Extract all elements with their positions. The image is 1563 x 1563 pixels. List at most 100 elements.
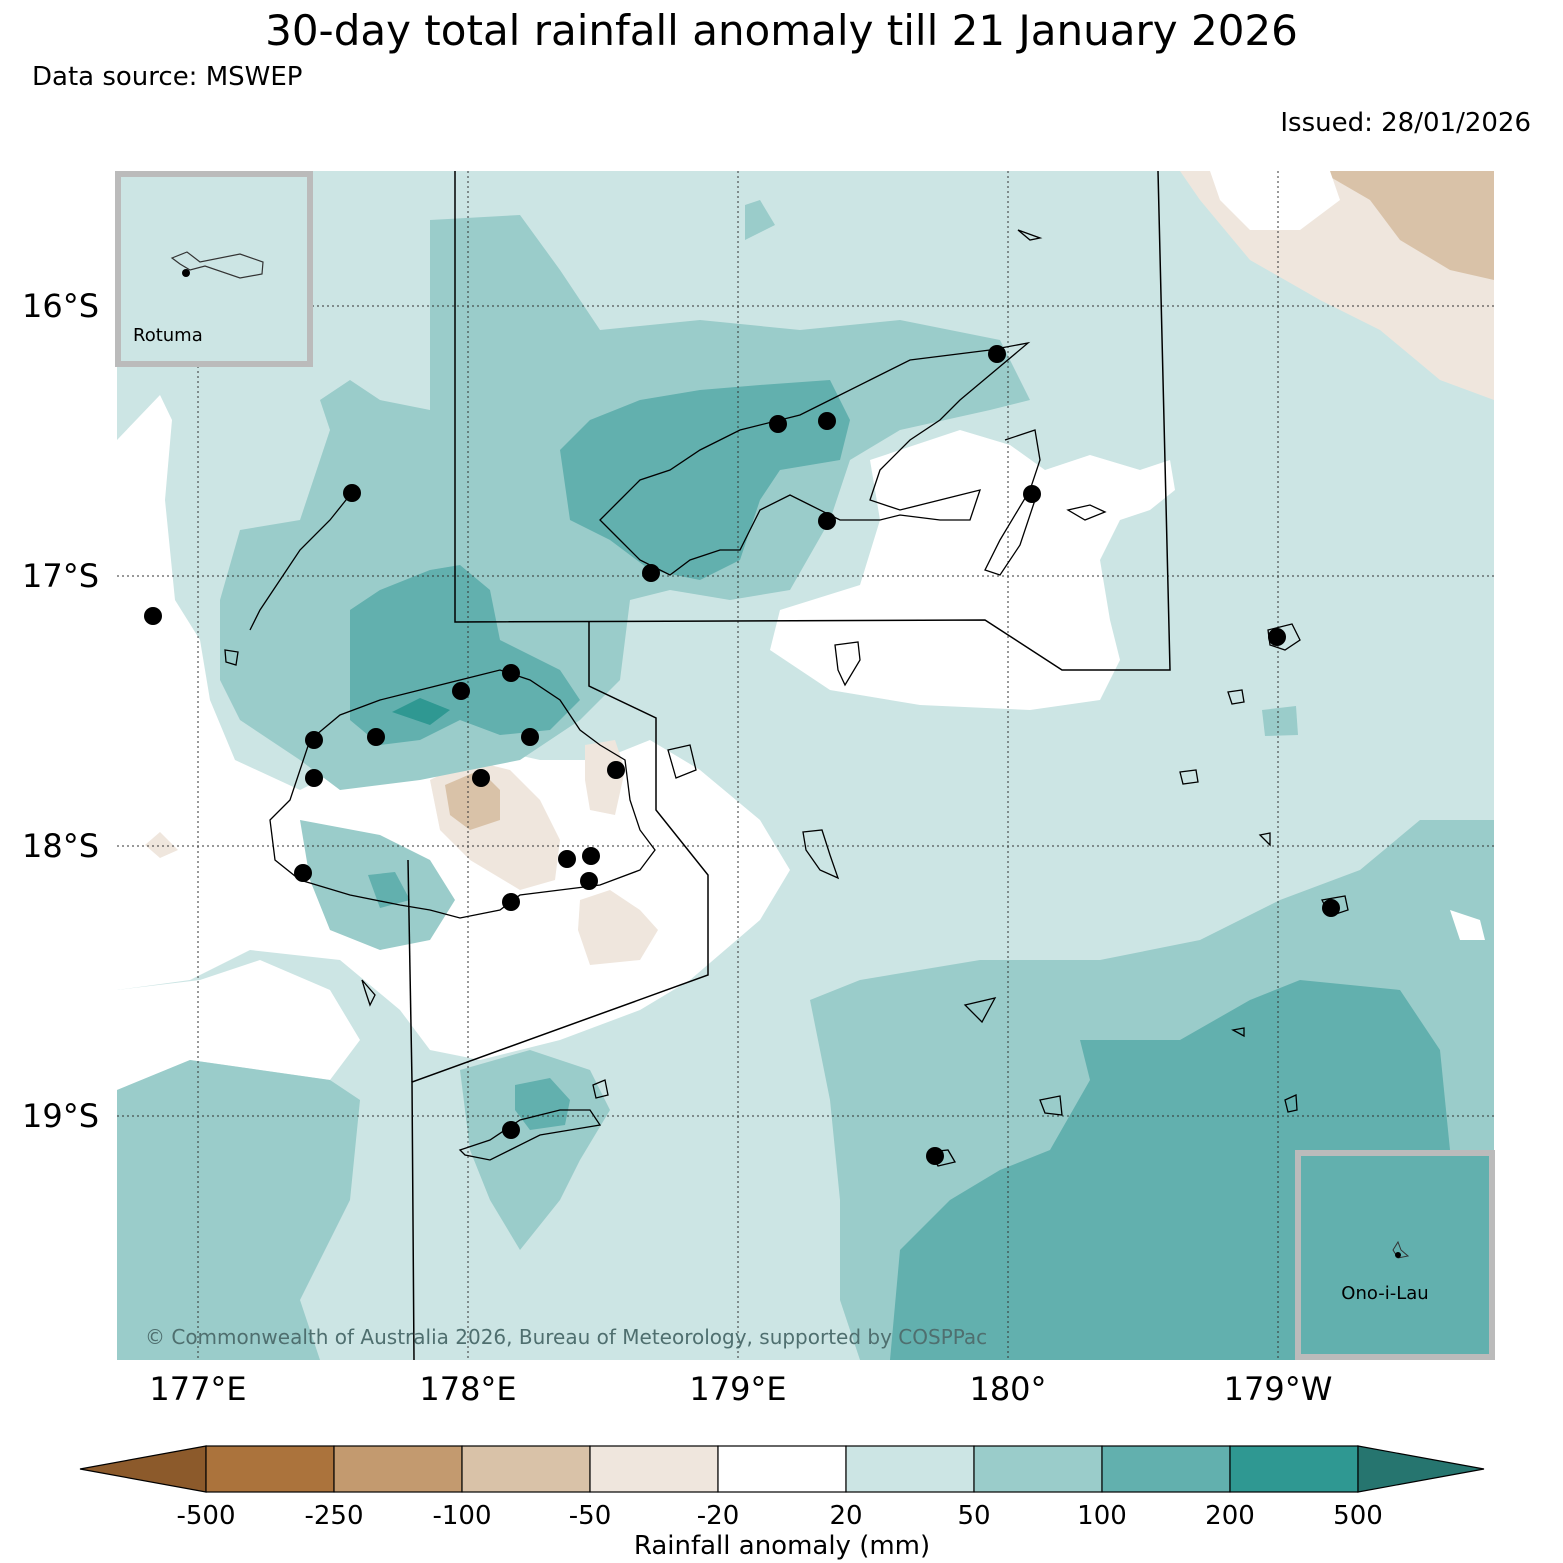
colorbar-tick: 20	[829, 1501, 862, 1531]
colorbar-tick: 50	[957, 1501, 990, 1531]
station-dot	[502, 1121, 520, 1139]
cikobia-coast	[1017, 229, 1043, 241]
colorbar-tick: 500	[1333, 1501, 1383, 1531]
colorbar-tick: -100	[432, 1501, 491, 1531]
rainfall-map: © Commonwealth of Australia 2026, Bureau…	[117, 171, 1494, 1360]
issued-date: Issued: 28/01/2026	[1280, 108, 1531, 138]
colorbar: -500 -250 -100 -50 -20 20 50 100 200 500…	[79, 1445, 1485, 1561]
anomaly-wet-lau	[1262, 706, 1298, 736]
colorbar-tick: -50	[569, 1501, 611, 1531]
station-dot	[294, 864, 312, 882]
colorbar-segment	[205, 1445, 335, 1493]
lau-island-5	[1258, 832, 1271, 847]
lau-island-4	[1231, 1027, 1245, 1038]
colorbar-segment	[717, 1445, 847, 1493]
yasawa-coast	[249, 494, 351, 631]
lau-island-1	[1179, 769, 1199, 785]
colorbar-extend-low	[79, 1445, 207, 1493]
lau-island-3	[1284, 1094, 1298, 1113]
colorbar-segment	[333, 1445, 463, 1493]
station-dot	[1268, 628, 1286, 646]
colorbar-segment	[1101, 1445, 1231, 1493]
colorbar-segment	[845, 1445, 975, 1493]
lat-label: 17°S	[22, 557, 99, 595]
lat-label: 18°S	[22, 827, 99, 865]
station-dot	[818, 412, 836, 430]
station-dot	[580, 872, 598, 890]
rotuma-coast	[170, 251, 264, 279]
rotuma-label: Rotuma	[133, 325, 203, 346]
ono-island	[592, 1079, 609, 1099]
colorbar-extend-high	[1357, 1445, 1485, 1493]
totoya-coast	[1039, 1095, 1063, 1116]
ono-inset: Ono-i-Lau	[1295, 1150, 1495, 1360]
rotuma-station-dot	[182, 269, 190, 277]
ono-station-dot	[1395, 1252, 1401, 1258]
anomaly-strongwet-vitilevu-north	[350, 565, 580, 745]
anomaly-strongwet-kadavu	[515, 1078, 570, 1130]
taveuni-coast	[984, 429, 1041, 576]
anomaly-dry-ne-strong	[1320, 171, 1494, 280]
station-dot	[144, 607, 162, 625]
vanua-balavu-coast	[1267, 623, 1301, 651]
station-dot	[305, 731, 323, 749]
ovalau-coast	[667, 744, 697, 779]
division-boundaries	[407, 171, 1171, 1360]
station-dot	[818, 512, 836, 530]
viti-levu-coast	[269, 669, 656, 919]
lon-label: 177°E	[149, 1370, 246, 1408]
station-dot	[926, 1147, 944, 1165]
station-dot	[452, 682, 470, 700]
anomaly-dry-east-vitilevu	[585, 740, 625, 815]
colorbar-segment	[589, 1445, 719, 1493]
lat-label: 19°S	[22, 1097, 99, 1135]
moala-coast	[963, 997, 997, 1024]
colorbar-tick: -500	[176, 1501, 235, 1531]
station-dot	[343, 484, 361, 502]
station-dot	[1322, 899, 1340, 917]
ono-label: Ono-i-Lau	[1341, 1283, 1428, 1304]
anomaly-neutral-sw	[117, 960, 360, 1090]
qamea-coast	[1066, 504, 1107, 521]
vanua-levu-coast	[599, 341, 1031, 576]
lon-label: 179°E	[689, 1370, 786, 1408]
station-dot	[607, 761, 625, 779]
colorbar-tick: 100	[1077, 1501, 1127, 1531]
longitude-labels: 177°E 178°E 179°E 180° 179°W	[149, 1370, 1332, 1408]
anomaly-neutral-ne	[1210, 171, 1340, 230]
colorbar-segment	[1229, 1445, 1359, 1493]
station-dot	[642, 564, 660, 582]
latitude-labels: 16°S 17°S 18°S 19°S	[22, 287, 99, 1135]
station-dot	[472, 769, 490, 787]
lon-label: 179°W	[1224, 1370, 1333, 1408]
station-dot	[582, 847, 600, 865]
station-dot	[502, 664, 520, 682]
graticule	[117, 171, 1494, 1360]
anomaly-wet-north-spot	[745, 200, 775, 240]
data-source: Data source: MSWEP	[32, 62, 303, 92]
gau-coast	[802, 829, 840, 880]
anomaly-neutral-west	[117, 395, 790, 1060]
lon-label: 178°E	[419, 1370, 516, 1408]
colorbar-tick: -20	[697, 1501, 739, 1531]
anomaly-wet-kadavu	[460, 1050, 610, 1250]
colorbar-tick: 200	[1205, 1501, 1255, 1531]
anomaly-strongwet-sw	[368, 872, 410, 908]
koro-coast	[834, 641, 861, 687]
copyright-text: © Commonwealth of Australia 2026, Bureau…	[145, 1325, 987, 1349]
rotuma-inset: Rotuma	[115, 171, 313, 367]
station-dot	[988, 345, 1006, 363]
colorbar-tick: -250	[304, 1501, 363, 1531]
station-dot	[305, 769, 323, 787]
anomaly-verywet-vitilevu	[392, 698, 450, 725]
anomaly-dry-kadavu-north	[578, 890, 658, 965]
yasawa-island-1	[224, 649, 239, 666]
colorbar-segment	[461, 1445, 591, 1493]
coastlines	[224, 229, 1349, 1167]
lat-label: 16°S	[22, 287, 99, 325]
station-dot	[502, 893, 520, 911]
station-dot	[558, 850, 576, 868]
station-dot	[769, 415, 787, 433]
anomaly-neutral-se	[1450, 910, 1485, 940]
